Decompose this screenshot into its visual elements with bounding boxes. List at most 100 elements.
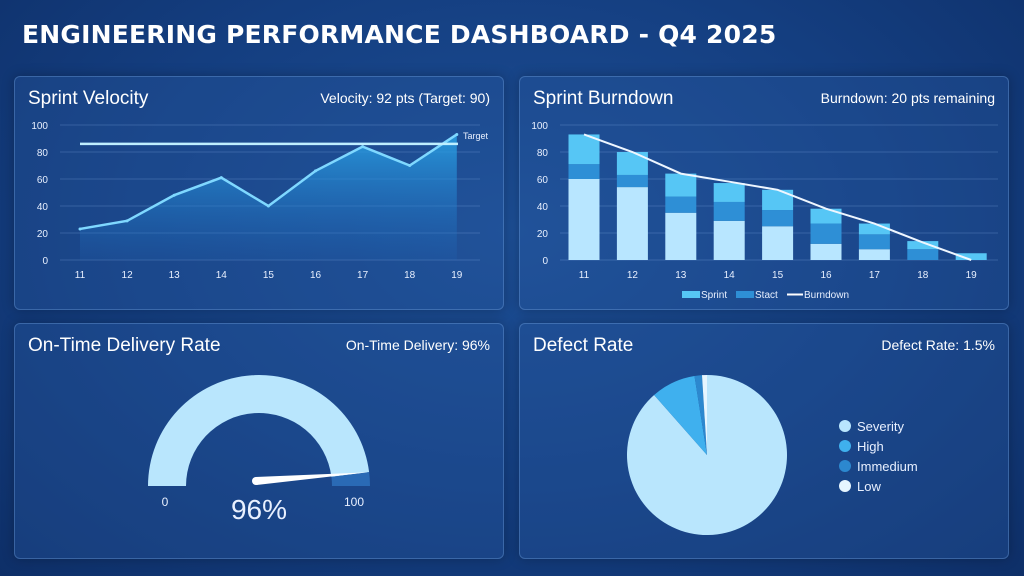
y-tick-label: 80 (537, 148, 549, 159)
bar-segment (955, 253, 987, 260)
gauge-max-label: 100 (344, 495, 364, 509)
bar-segment (713, 201, 745, 221)
velocity-point (361, 145, 365, 149)
legend-dot-high (839, 440, 851, 452)
legend-label-immedium: Immedium (857, 459, 918, 474)
pie-slice-low (701, 375, 707, 455)
gauge-hub (252, 477, 260, 485)
y-tick-label: 0 (42, 256, 48, 267)
bar-segment (665, 173, 697, 197)
bar-segment (713, 220, 745, 260)
panel-title: Sprint Velocity (28, 88, 149, 109)
x-tick-label: 17 (357, 270, 369, 281)
pie-slice-high (654, 375, 707, 455)
x-tick-label: 14 (724, 270, 736, 281)
gauge-remainder (331, 472, 370, 486)
legend-label-sprint: Sprint (701, 290, 727, 301)
x-tick-label: 15 (772, 270, 784, 281)
legend-dot-severity (839, 420, 851, 432)
x-tick-label: 15 (263, 270, 275, 281)
velocity-point (219, 176, 223, 180)
x-tick-label: 11 (75, 270, 86, 281)
x-tick-label: 11 (579, 270, 590, 281)
legend-swatch-sprint (682, 291, 700, 298)
delivery-panel: On-Time Delivery Rate On-Time Delivery: … (14, 323, 504, 559)
gauge-min-label: 0 (162, 495, 169, 509)
bar-segment (568, 164, 600, 179)
velocity-point (172, 193, 176, 197)
x-tick-label: 19 (966, 270, 978, 281)
velocity-point (314, 169, 317, 173)
y-tick-label: 100 (531, 121, 548, 132)
legend-label-severity: Severity (857, 419, 904, 434)
gauge-fill (148, 375, 370, 486)
page-title: ENGINEERING PERFORMANCE DASHBOARD - Q4 2… (22, 20, 777, 49)
x-tick-label: 13 (675, 270, 687, 281)
y-tick-label: 100 (31, 121, 48, 132)
legend-dot-immedium (839, 460, 851, 472)
y-tick-label: 20 (37, 229, 49, 240)
target-label: Target (463, 131, 489, 141)
y-tick-label: 60 (537, 175, 549, 186)
bar-segment (568, 134, 600, 165)
panel-stat: Burndown: 20 pts remaining (820, 90, 995, 106)
y-tick-label: 40 (37, 202, 49, 213)
velocity-point (408, 164, 412, 167)
x-tick-label: 16 (310, 270, 322, 281)
bar-segment (907, 249, 939, 260)
velocity-point (125, 219, 129, 223)
bar-segment (810, 208, 842, 224)
velocity-point (266, 204, 270, 208)
panel-stat: Velocity: 92 pts (Target: 90) (320, 90, 490, 106)
legend-label-high: High (857, 439, 884, 454)
bar-segment (713, 183, 745, 202)
panel-title: Defect Rate (533, 335, 634, 356)
x-tick-label: 12 (122, 270, 134, 281)
bar-segment (810, 223, 842, 244)
y-tick-label: 0 (542, 256, 548, 267)
x-tick-label: 18 (917, 270, 929, 281)
x-tick-label: 13 (169, 270, 181, 281)
legend-dot-low (839, 480, 851, 492)
x-tick-label: 19 (451, 270, 463, 281)
bar-segment (568, 179, 600, 260)
bar-segment (616, 174, 648, 188)
legend-label-stact: Stact (755, 290, 778, 301)
x-tick-label: 12 (627, 270, 639, 281)
bar-segment (762, 210, 794, 227)
bar-segment (665, 212, 697, 260)
y-tick-label: 40 (537, 202, 549, 213)
bar-segment (616, 152, 648, 175)
legend-label-burndown: Burndown (804, 290, 849, 301)
pie-slice-immedium (694, 375, 707, 455)
x-tick-label: 14 (216, 270, 228, 281)
x-tick-label: 16 (820, 270, 832, 281)
bar-segment (810, 243, 842, 260)
burndown-line (583, 133, 972, 261)
x-tick-label: 17 (869, 270, 881, 281)
bar-segment (762, 226, 794, 260)
panel-title: Sprint Burndown (533, 88, 674, 109)
x-tick-label: 18 (404, 270, 416, 281)
y-tick-label: 20 (537, 229, 549, 240)
bar-segment (858, 223, 890, 235)
velocity-point (78, 227, 82, 231)
velocity-area (80, 134, 457, 260)
y-tick-label: 60 (37, 175, 49, 186)
panel-title: On-Time Delivery Rate (28, 335, 221, 356)
velocity-point (455, 132, 459, 136)
bar-segment (616, 187, 648, 260)
panel-stat: On-Time Delivery: 96% (345, 337, 490, 353)
legend-swatch-stact (736, 291, 754, 298)
y-tick-label: 80 (37, 148, 49, 159)
legend-label-low: Low (857, 479, 881, 494)
bar-segment (665, 196, 697, 213)
bar-segment (907, 241, 939, 250)
gauge-value-label: 96% (231, 494, 287, 525)
bar-segment (762, 189, 794, 211)
panel-stat: Defect Rate: 1.5% (881, 337, 995, 353)
bar-segment (858, 234, 890, 250)
gauge-needle (255, 472, 368, 485)
bar-segment (858, 249, 890, 260)
